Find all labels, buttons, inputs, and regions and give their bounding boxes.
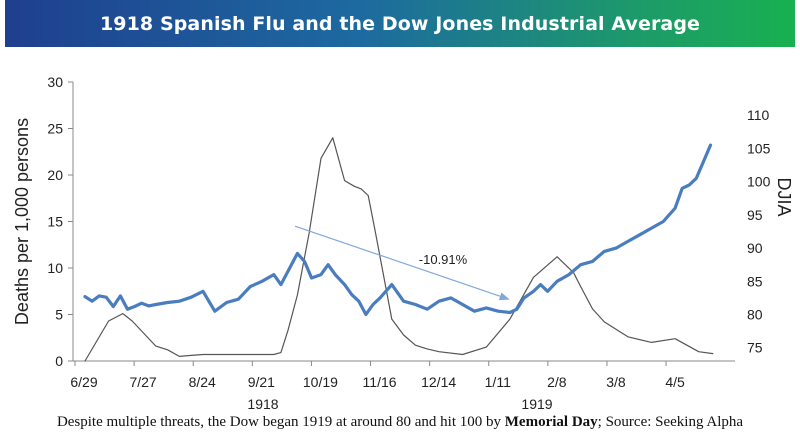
x-tick-label: 6/29 <box>70 374 97 390</box>
caption-prefix: Despite multiple threats, the Dow began … <box>56 414 505 430</box>
y-left-tick-label: 25 <box>47 121 63 137</box>
y-left-tick-label: 10 <box>47 260 63 276</box>
y-right-tick-label: 105 <box>747 140 771 156</box>
x-group-label-1919: 1919 <box>521 396 552 412</box>
x-tick-label: 3/8 <box>606 374 626 390</box>
x-group-label-1918: 1918 <box>247 396 278 412</box>
labels-layer: 0 5 10 15 20 25 30 75 80 85 90 95 100 105 110 6/29 7/27 8… <box>12 74 794 412</box>
y-left-tick-label: 5 <box>55 307 63 323</box>
x-tick-label: 9/21 <box>248 374 275 390</box>
annotation-label: -10.91% <box>419 252 468 267</box>
x-tick-label: 12/14 <box>421 374 456 390</box>
y-right-tick-label: 80 <box>747 307 763 323</box>
caption-bold: Memorial Day <box>504 414 598 430</box>
y-right-tick-label: 100 <box>747 174 771 190</box>
series-layer <box>83 137 714 362</box>
x-tick-label: 7/27 <box>129 374 156 390</box>
y-left-tick-label: 20 <box>47 167 63 183</box>
caption: Despite multiple threats, the Dow began … <box>0 414 800 431</box>
y-right-tick-label: 75 <box>747 340 763 356</box>
x-tick-label: 10/19 <box>303 374 338 390</box>
x-tick-label: 11/16 <box>363 374 397 390</box>
axes-layer <box>68 81 735 366</box>
annotation-arrow <box>294 225 510 301</box>
title-banner: 1918 Spanish Flu and the Dow Jones Indus… <box>5 0 795 47</box>
chart-title: 1918 Spanish Flu and the Dow Jones Indus… <box>99 12 701 35</box>
y-right-tick-label: 110 <box>747 107 770 123</box>
y-left-tick-label: 30 <box>47 74 63 90</box>
x-tick-label: 1/11 <box>485 374 511 390</box>
y-axis-right-title: DJIA <box>774 177 794 216</box>
y-right-tick-label: 95 <box>747 207 763 223</box>
y-right-tick-label: 90 <box>747 240 763 256</box>
series-line-djia <box>83 143 713 317</box>
x-tick-label: 8/24 <box>189 374 216 390</box>
y-left-tick-label: 15 <box>47 214 63 230</box>
chart-area: 0 5 10 15 20 25 30 75 80 85 90 95 100 105 110 6/29 7/27 8… <box>12 74 794 412</box>
y-axis-left-title: Deaths per 1,000 persons <box>12 118 32 325</box>
caption-suffix: ; Source: Seeking Alpha <box>597 414 744 430</box>
series-line-deaths <box>84 137 714 362</box>
x-tick-label: 2/8 <box>547 374 567 390</box>
y-left-tick-label: 0 <box>55 353 63 369</box>
y-right-tick-label: 85 <box>747 273 763 289</box>
x-tick-label: 4/5 <box>665 374 685 390</box>
